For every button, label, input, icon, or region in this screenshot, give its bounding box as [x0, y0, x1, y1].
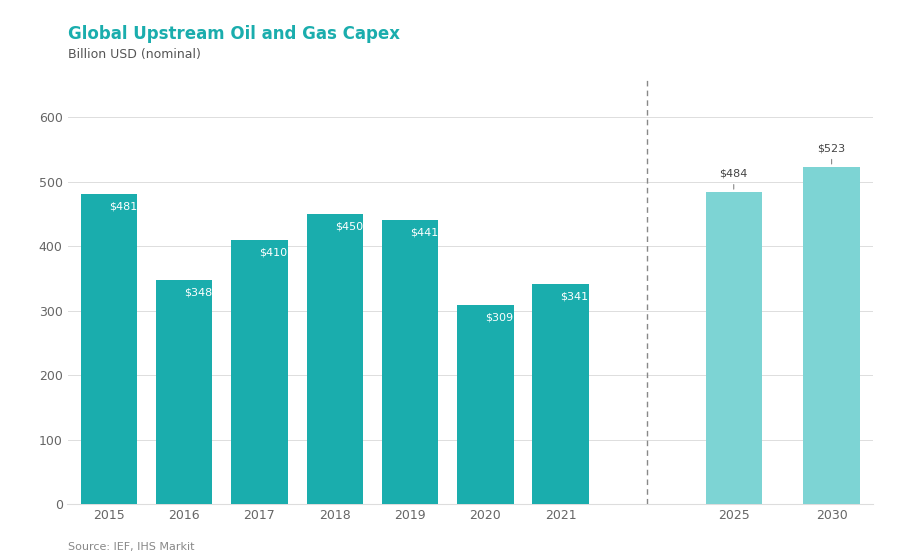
Bar — [804, 167, 860, 504]
Text: $450: $450 — [335, 222, 363, 231]
Bar — [382, 220, 438, 504]
Text: Global Upstream Oil and Gas Capex: Global Upstream Oil and Gas Capex — [68, 25, 400, 43]
Text: $523: $523 — [817, 144, 846, 164]
Text: $309: $309 — [485, 312, 513, 323]
Text: $348: $348 — [184, 287, 212, 297]
Bar — [231, 240, 288, 504]
Text: $341: $341 — [561, 292, 589, 302]
Bar — [307, 214, 363, 504]
Bar — [156, 279, 212, 504]
Text: $441: $441 — [410, 227, 438, 237]
Bar — [706, 192, 762, 504]
Text: Source: IEF, IHS Markit: Source: IEF, IHS Markit — [68, 542, 194, 552]
Text: $410: $410 — [259, 248, 288, 258]
Bar — [81, 194, 137, 504]
Text: Billion USD (nominal): Billion USD (nominal) — [68, 48, 201, 60]
Text: $484: $484 — [719, 169, 748, 189]
Bar — [533, 284, 589, 504]
Bar — [457, 305, 514, 504]
Text: $481: $481 — [109, 202, 137, 212]
